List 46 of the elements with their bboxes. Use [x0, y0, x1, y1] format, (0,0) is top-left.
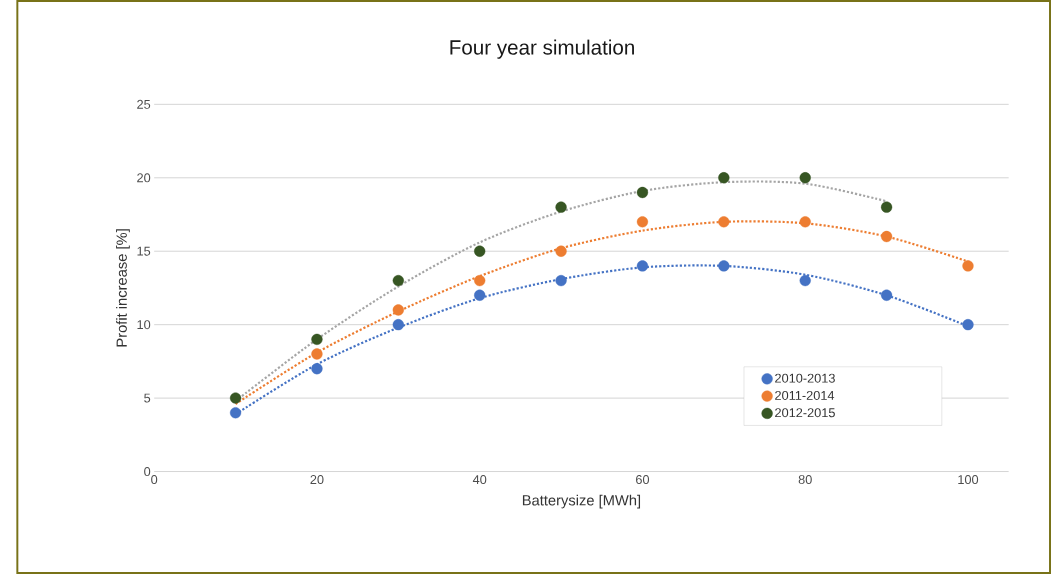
point — [718, 172, 730, 184]
point — [474, 245, 486, 257]
point — [636, 216, 649, 228]
point — [555, 201, 567, 213]
x-tick-label: 40 — [472, 475, 487, 485]
point — [799, 275, 811, 287]
point — [555, 275, 567, 287]
point — [962, 260, 974, 272]
point — [636, 260, 649, 272]
y-tick-label: 25 — [137, 99, 151, 109]
legend-label: 2011-2014 — [775, 390, 835, 400]
point — [474, 289, 486, 301]
point — [311, 348, 323, 360]
point — [636, 186, 649, 199]
x-tick-label: 60 — [636, 475, 650, 485]
y-tick-label: 20 — [137, 173, 151, 183]
y-axis-title: Profit increase [%] — [116, 229, 130, 347]
point — [392, 319, 404, 331]
point — [799, 216, 811, 228]
y-tick-label: 5 — [144, 393, 151, 403]
point — [962, 319, 974, 331]
y-tick-label: 15 — [137, 246, 151, 256]
x-tick-label: 0 — [151, 475, 158, 485]
point — [880, 289, 893, 301]
x-tick-label: 80 — [798, 475, 812, 485]
point — [392, 304, 404, 316]
point — [311, 333, 323, 345]
point — [880, 230, 893, 243]
y-tick-label: 10 — [137, 320, 151, 330]
point — [718, 216, 730, 228]
point — [392, 275, 404, 287]
legend-label: 2010-2013 — [775, 373, 835, 383]
point — [799, 172, 811, 184]
point — [718, 260, 730, 272]
point — [474, 275, 486, 287]
legend-label: 2012-2015 — [775, 408, 835, 418]
point — [229, 392, 242, 404]
point — [555, 245, 567, 257]
chart-title: Four year simulation — [450, 39, 634, 59]
point — [229, 407, 242, 419]
x-tick-label: 100 — [958, 475, 979, 485]
y-tick-label: 0 — [144, 467, 151, 477]
x-axis-title: Batterysize [MWh] — [522, 494, 641, 509]
point — [880, 201, 893, 213]
point — [311, 363, 323, 375]
x-tick-label: 20 — [310, 475, 324, 485]
